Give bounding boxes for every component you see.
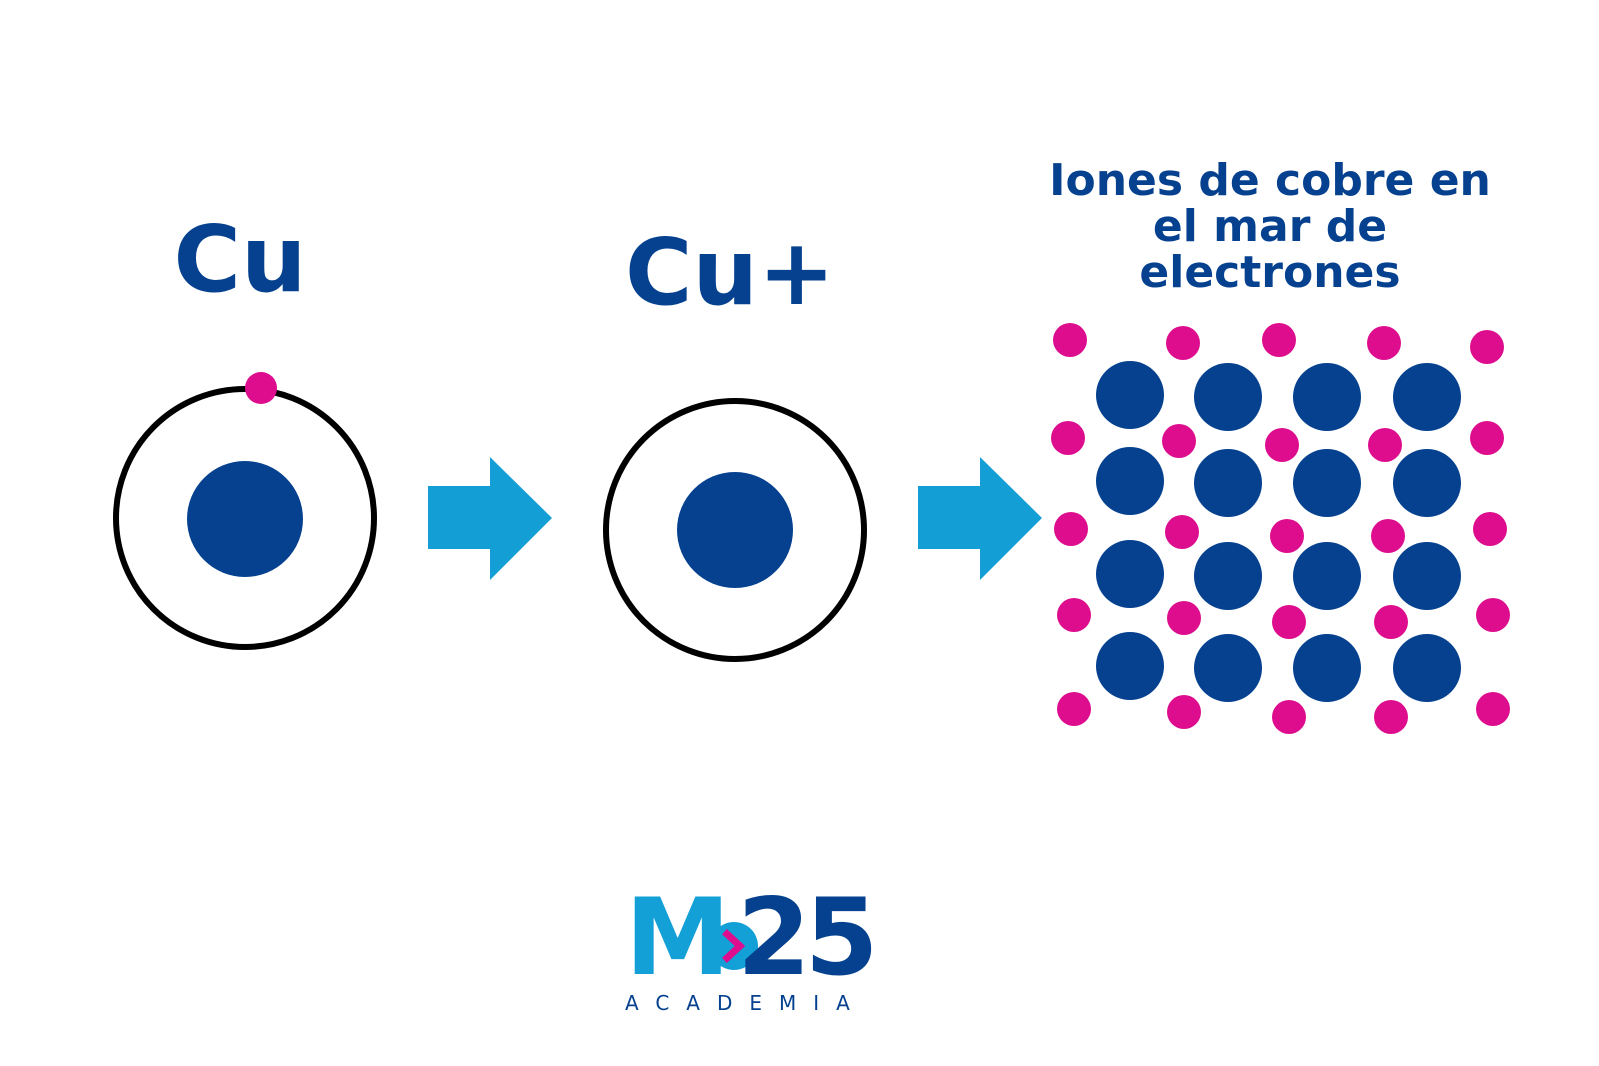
cu-atom-nucleus: [187, 461, 303, 577]
free-electron: [1470, 421, 1504, 455]
free-electron: [1374, 700, 1408, 734]
arrow-right-icon: [918, 457, 1042, 580]
logo-subtitle: ACADEMIA: [625, 991, 867, 1015]
free-electron: [1167, 601, 1201, 635]
free-electron: [1272, 605, 1306, 639]
free-electron: [1166, 326, 1200, 360]
free-electron: [1374, 605, 1408, 639]
logo-arrow-badge-icon: [710, 922, 758, 970]
cu-atom-label: Cu: [173, 206, 307, 313]
free-electron: [1051, 421, 1085, 455]
free-electron: [1054, 512, 1088, 546]
free-electron: [1270, 519, 1304, 553]
lattice-ion: [1293, 542, 1361, 610]
lattice-ion: [1194, 363, 1262, 431]
cu-ion-nucleus: [677, 472, 793, 588]
lattice-ion: [1293, 449, 1361, 517]
logo-number: 25: [737, 876, 878, 999]
free-electron: [1053, 323, 1087, 357]
lattice-ion: [1293, 363, 1361, 431]
copper-ion-lattice: [1096, 361, 1461, 702]
free-electron: [1162, 424, 1196, 458]
lattice-ion: [1194, 542, 1262, 610]
free-electron: [1272, 700, 1306, 734]
lattice-ion: [1393, 363, 1461, 431]
lattice-ion: [1194, 634, 1262, 702]
electron-sea-title: Iones de cobre en el mar de electrones: [1049, 155, 1491, 298]
academia-logo: M 25 ACADEMIA: [625, 885, 905, 1035]
free-electron: [1367, 326, 1401, 360]
lattice-ion: [1096, 361, 1164, 429]
lattice-ion: [1096, 632, 1164, 700]
lattice-ion: [1393, 449, 1461, 517]
free-electron: [1368, 428, 1402, 462]
cu-ion-label: Cu+: [624, 219, 836, 326]
lattice-ion: [1096, 447, 1164, 515]
cu-atom-orbit: [113, 386, 377, 650]
free-electron: [1470, 330, 1504, 364]
lattice-ion: [1393, 542, 1461, 610]
arrow-right-icon: [428, 457, 552, 580]
lattice-ion: [1393, 634, 1461, 702]
free-electron: [1057, 692, 1091, 726]
free-electron: [1057, 598, 1091, 632]
free-electron: [1165, 515, 1199, 549]
free-electron: [1476, 692, 1510, 726]
free-electron: [1473, 512, 1507, 546]
cu-ion-orbit: [603, 398, 867, 662]
lattice-ion: [1194, 449, 1262, 517]
electron-sea: [1051, 323, 1510, 734]
free-electron: [1167, 695, 1201, 729]
cu-ion: [603, 398, 867, 662]
free-electron: [1262, 323, 1296, 357]
lattice-ion: [1293, 634, 1361, 702]
cu-atom-valence-electron: [245, 372, 277, 404]
lattice-ion: [1096, 540, 1164, 608]
free-electron: [1265, 428, 1299, 462]
free-electron: [1476, 598, 1510, 632]
free-electron: [1371, 519, 1405, 553]
cu-atom: [113, 372, 377, 650]
